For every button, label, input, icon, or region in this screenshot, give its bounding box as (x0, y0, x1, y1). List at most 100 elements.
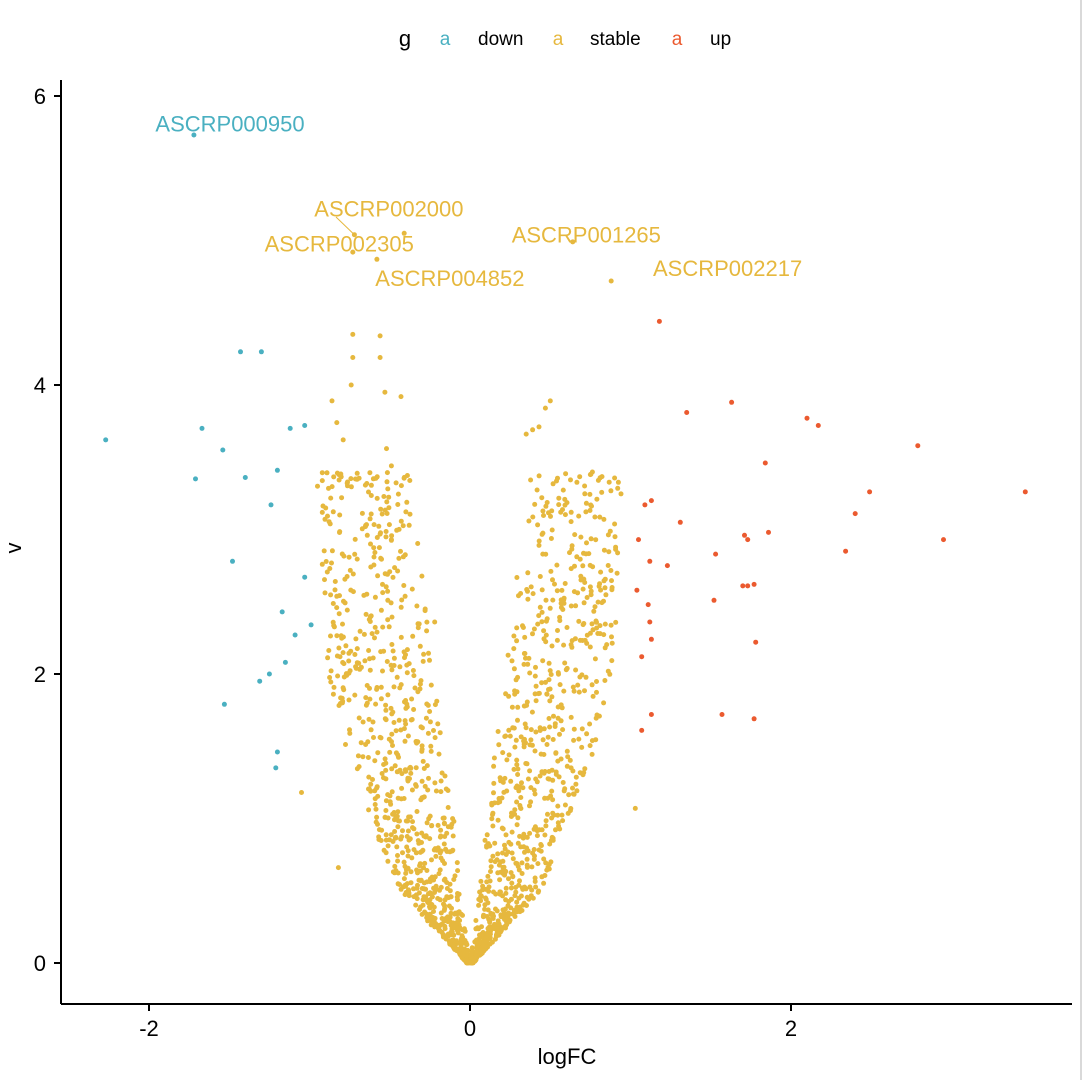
point-stable (457, 924, 463, 930)
point-stable (436, 751, 442, 757)
point-stable (550, 737, 556, 742)
point-stable (539, 619, 545, 625)
point-stable (347, 730, 353, 736)
point-stable (394, 813, 400, 819)
point-stable (419, 725, 425, 731)
point-stable (398, 836, 404, 842)
point-stable (586, 551, 592, 557)
point-stable (558, 597, 564, 603)
point-stable (530, 631, 535, 637)
point-stable (581, 600, 587, 606)
point-stable (335, 865, 341, 871)
point-stable (390, 839, 396, 844)
point-stable (407, 764, 413, 770)
point-stable (562, 581, 568, 586)
point-stable (543, 597, 549, 603)
point-stable (435, 822, 441, 828)
point-stable (415, 625, 421, 631)
point-stable (536, 613, 542, 619)
point-stable (428, 682, 434, 688)
point-down (238, 349, 243, 355)
point-stable (482, 837, 488, 843)
point-stable (491, 763, 497, 769)
point-stable (386, 522, 392, 528)
point-stable (549, 508, 555, 514)
point-stable (528, 727, 534, 733)
point-stable (516, 788, 522, 794)
x-ticks: -2 0 2 (139, 1004, 797, 1041)
point-stable (559, 812, 565, 818)
point-stable (370, 655, 376, 661)
point-stable (618, 491, 624, 497)
point-stable (377, 355, 383, 360)
y-tick-label: 2 (34, 662, 46, 687)
point-stable (344, 672, 350, 678)
point-stable (421, 886, 427, 892)
point-stable (602, 678, 608, 683)
point-stable (415, 621, 421, 627)
point-stable (383, 837, 389, 843)
point-stable (385, 486, 391, 492)
point-stable (554, 562, 560, 568)
point-stable (354, 556, 360, 562)
point-stable (336, 703, 342, 708)
point-stable (488, 858, 494, 864)
point-stable (393, 835, 399, 841)
point-up (636, 537, 641, 543)
point-stable (579, 726, 585, 732)
point-stable (573, 603, 579, 609)
point-stable (366, 786, 371, 792)
point-stable (397, 882, 402, 887)
point-stable (442, 861, 447, 866)
point-stable (495, 729, 501, 734)
point-stable (448, 932, 454, 938)
point-stable (397, 664, 403, 670)
point-stable (588, 536, 594, 542)
point-stable (370, 777, 375, 782)
point-stable (321, 548, 327, 554)
point-stable (596, 713, 602, 719)
point-stable (488, 912, 494, 918)
point-stable (514, 899, 520, 905)
point-stable (574, 788, 580, 794)
point-stable (390, 709, 396, 715)
point-stable (402, 767, 408, 773)
point-stable (594, 689, 599, 695)
point-stable (371, 522, 377, 528)
point-stable (427, 719, 433, 725)
point-up (656, 318, 662, 324)
point-stable (400, 523, 406, 529)
point-stable (519, 860, 525, 866)
point-stable (522, 651, 528, 656)
point-stable (533, 729, 539, 735)
point-stable (542, 405, 548, 411)
point-stable (533, 683, 539, 689)
point-stable (404, 473, 410, 478)
point-stable (419, 573, 425, 579)
point-stable (380, 624, 386, 630)
point-stable (340, 437, 346, 443)
point-stable (498, 889, 503, 895)
point-stable (402, 593, 408, 599)
point-stable (437, 730, 443, 736)
legend-key-up: a (672, 29, 683, 50)
point-stable (365, 755, 371, 760)
point-stable (379, 827, 385, 833)
point-stable (350, 355, 356, 360)
point-stable (428, 922, 434, 928)
point-stable (594, 619, 599, 625)
point-stable (345, 479, 350, 485)
point-stable (460, 912, 465, 918)
point-stable (532, 748, 538, 754)
point-stable (548, 672, 554, 677)
point-stable (325, 655, 331, 661)
point-stable (350, 331, 356, 337)
point-stable (568, 509, 574, 515)
point-stable (354, 470, 360, 476)
point-stable (521, 831, 527, 837)
point-stable (485, 873, 491, 879)
point-stable (390, 811, 396, 817)
point-stable (402, 552, 408, 558)
point-stable (373, 819, 379, 825)
